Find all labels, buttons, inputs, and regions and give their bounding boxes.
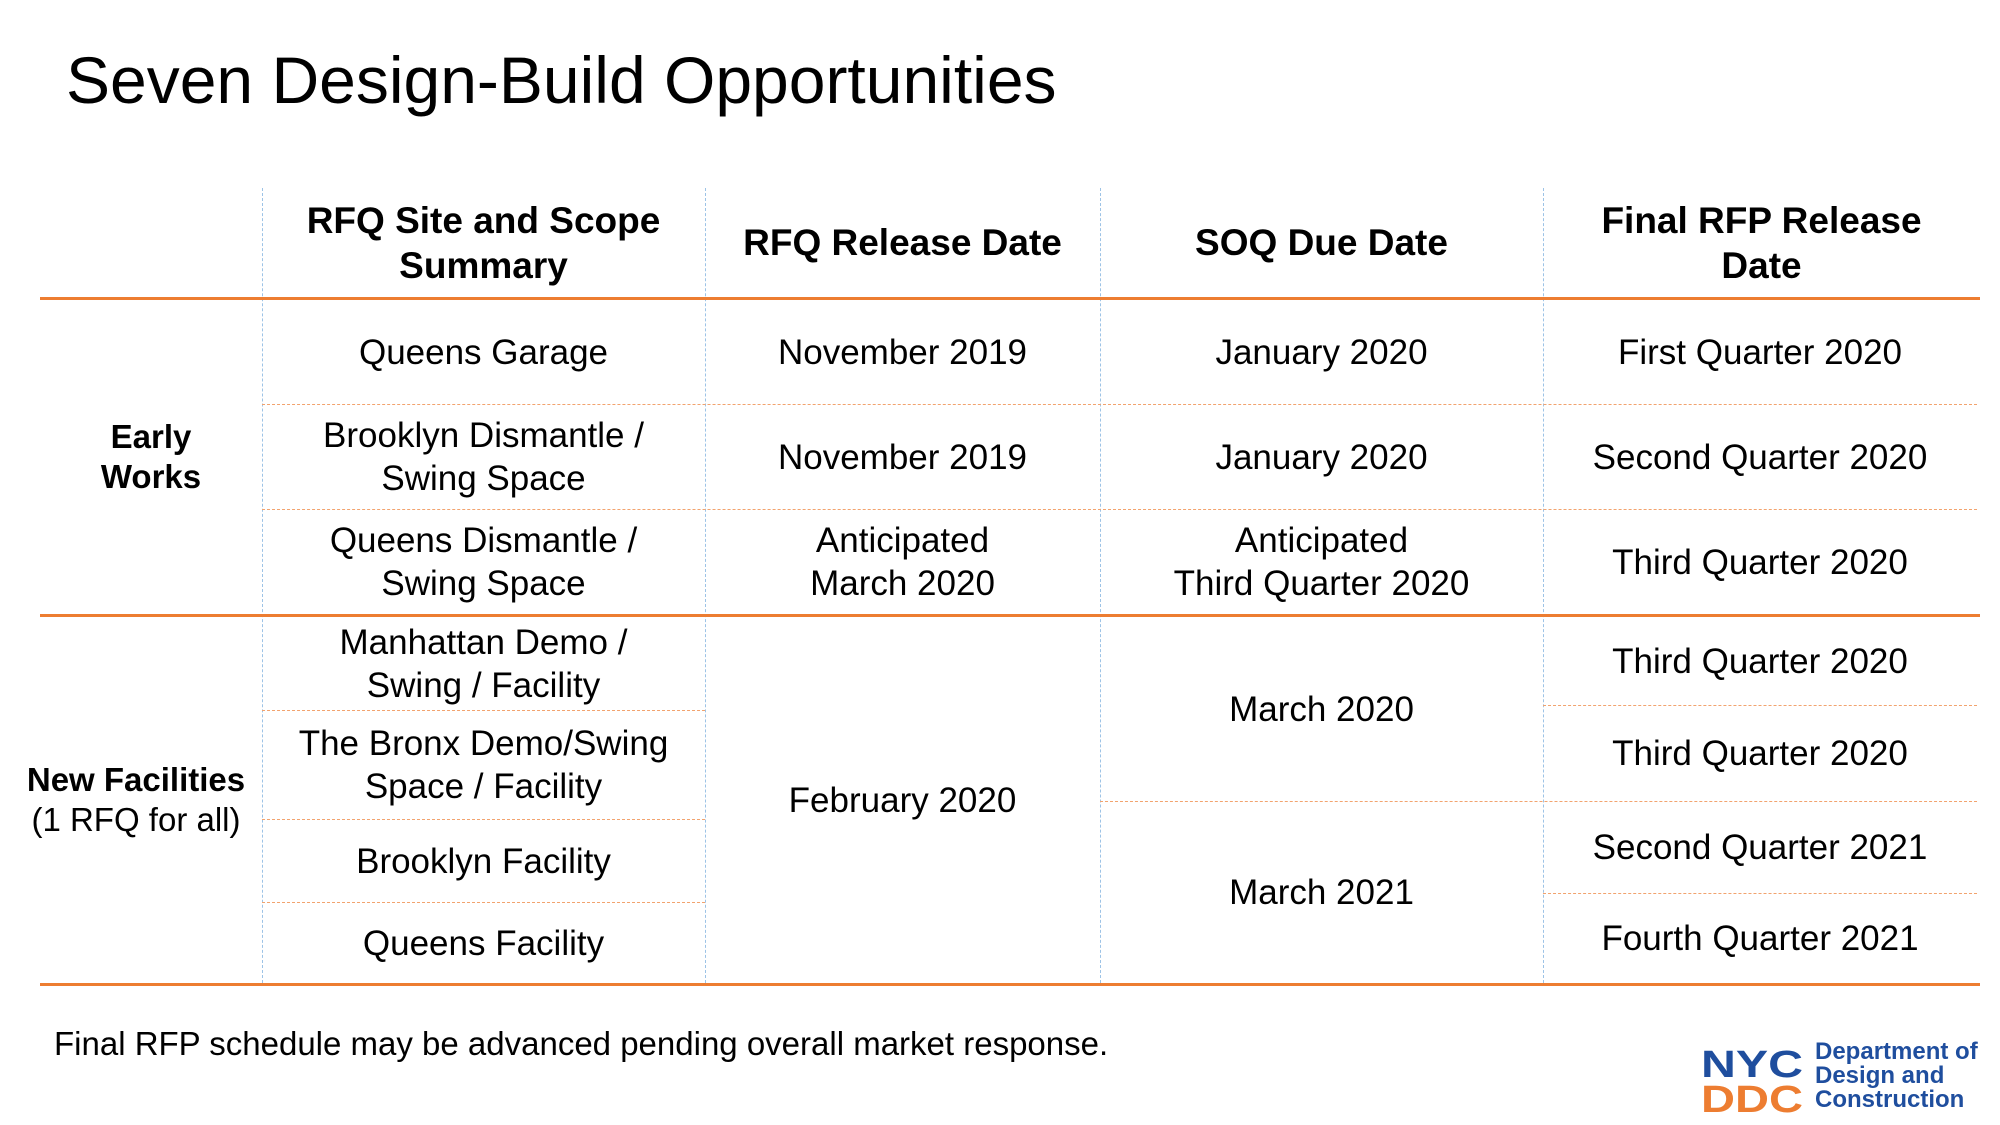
nyc-ddc-logo: NYC DDC [1700,1044,1805,1121]
header-final-rfp: Final RFP Release Date [1601,199,1922,286]
table-cell-soq-due: Anticipated Third Quarter 2020 [1173,521,1470,603]
svg-text:NYC: NYC [1701,1046,1803,1086]
column-divider [1543,188,1544,983]
table-cell-soq-due-merged: March 2020 [1229,689,1414,729]
row-divider [262,819,705,820]
footnote: Final RFP schedule may be advanced pendi… [54,1025,1109,1062]
table-cell-soq-due: January 2020 [1215,332,1428,372]
header-soq-due: SOQ Due Date [1195,222,1448,263]
table-cell-final-rfp: Third Quarter 2020 [1612,542,1908,582]
header-rule [40,297,1980,300]
column-divider [1100,188,1101,983]
table-cell-scope: Queens Garage [358,332,609,372]
row-divider [1100,801,1977,802]
header-rfq-release: RFQ Release Date [743,222,1062,263]
group-rule [40,614,1980,617]
header-scope: RFQ Site and Scope Summary [306,199,661,286]
row-divider [1543,893,1977,894]
logo-text: Department of Design and Construction [1815,1038,1978,1113]
table-cell-scope: Queens Facility [362,923,605,963]
table-cell-final-rfp: Second Quarter 2021 [1592,828,1928,867]
table-cell-rfq-release: November 2019 [777,437,1028,477]
group-label-early-works: Early Works [100,418,202,495]
table-cell-scope: The Bronx Demo/Swing Space / Facility [298,724,669,806]
table-cell-soq-due-merged: March 2021 [1229,873,1414,912]
column-divider [705,188,706,983]
page-title: Seven Design-Build Opportunities [66,43,1057,117]
row-divider [262,404,1977,405]
table-cell-scope: Manhattan Demo / Swing / Facility [339,622,628,705]
group-label-new-facilities: New Facilities (1 RFQ for all) [26,761,246,838]
table-cell-rfq-release: Anticipated March 2020 [810,521,995,603]
table-cell-scope: Queens Dismantle / Swing Space [329,521,638,603]
row-divider [262,902,705,903]
table-cell-rfq-release-merged: February 2020 [788,780,1017,820]
table-cell-final-rfp: Second Quarter 2020 [1592,437,1928,477]
table-cell-final-rfp: Fourth Quarter 2021 [1601,919,1919,958]
table-cell-scope: Brooklyn Dismantle / Swing Space [323,416,644,498]
table-bottom-rule [40,983,1980,986]
row-divider [262,710,705,711]
table-cell-final-rfp: Third Quarter 2020 [1612,734,1908,773]
table-cell-final-rfp: First Quarter 2020 [1618,332,1902,372]
nyc-ddc-logo-mark: NYC DDC [1701,1044,1803,1121]
column-divider [262,188,263,983]
table-cell-soq-due: January 2020 [1215,437,1428,477]
row-divider [1543,705,1977,706]
table-cell-final-rfp: Third Quarter 2020 [1612,641,1908,681]
svg-text:DDC: DDC [1701,1079,1803,1114]
table-cell-rfq-release: November 2019 [777,332,1028,372]
table-cell-scope: Brooklyn Facility [356,841,611,881]
row-divider [262,509,1977,510]
